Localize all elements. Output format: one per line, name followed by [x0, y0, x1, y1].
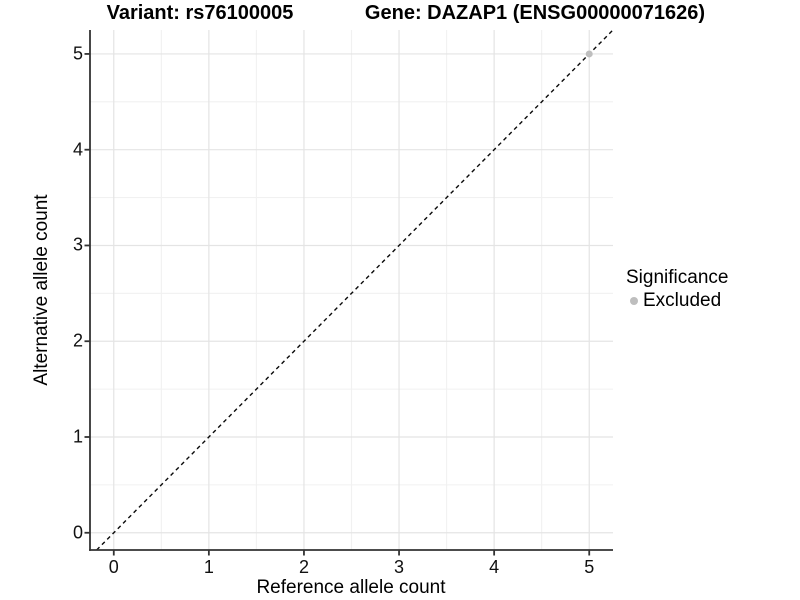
- legend-title: Significance: [626, 267, 729, 288]
- y-tick-label: 0: [72, 522, 83, 543]
- identity-dashed-line: [96, 29, 614, 551]
- legend-entry-label: Excluded: [643, 290, 722, 311]
- y-tick-label: 1: [72, 426, 83, 447]
- x-tick-label: 1: [203, 557, 214, 577]
- data-point: [585, 50, 593, 58]
- x-tick-label: 3: [394, 557, 405, 577]
- x-tick-label: 5: [584, 557, 595, 577]
- legend: Significance Excluded: [626, 267, 728, 312]
- gene-title: Gene: DAZAP1 (ENSG00000071626): [364, 2, 706, 24]
- y-axis-tick-labels: 0 1 2 3 4 5: [0, 0, 83, 600]
- variant-title: Variant: rs76100005: [106, 2, 294, 24]
- excluded-point-icon: [630, 297, 638, 305]
- y-tick-label: 2: [72, 330, 83, 351]
- x-tick-label: 4: [489, 557, 500, 577]
- y-tick-label: 4: [72, 139, 83, 160]
- legend-entry-excluded: Excluded: [626, 290, 728, 312]
- y-tick-label: 3: [72, 234, 83, 255]
- x-tick-label: 0: [108, 557, 119, 577]
- x-tick-label: 2: [298, 557, 309, 577]
- y-tick-label: 5: [72, 43, 83, 64]
- x-axis-tick-labels: 0 1 2 3 4 5: [0, 557, 800, 579]
- x-axis-title: Reference allele count: [256, 577, 446, 598]
